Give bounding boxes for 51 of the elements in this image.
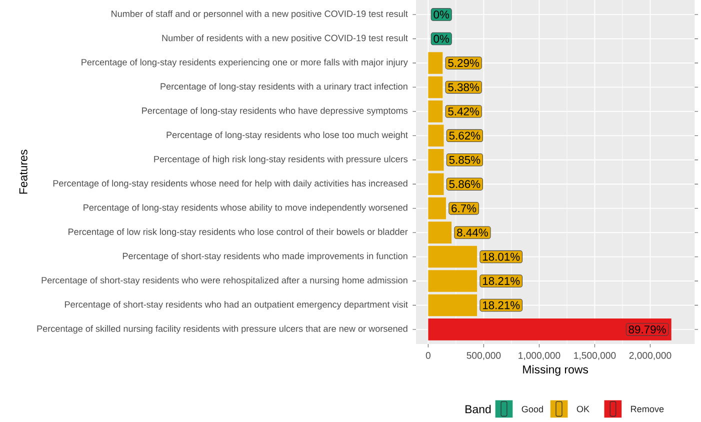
bar <box>428 124 444 147</box>
y-tick-label: Percentage of long-stay residents who have depressive symptoms <box>142 107 408 116</box>
annotation: 18.21% <box>482 301 520 310</box>
bar <box>428 52 443 74</box>
x-tick-label: 1,000,000 <box>518 352 560 360</box>
annotation: 0% <box>434 10 450 18</box>
legend-label: OK <box>576 406 590 412</box>
y-tick-label: Percentage of short-stay residents who were rehospitalized after a nursing home admission <box>42 276 408 286</box>
annotation: 5.85% <box>449 156 480 164</box>
bar <box>428 100 443 122</box>
annotation: 5.62% <box>449 132 480 140</box>
bar <box>428 246 478 268</box>
legend-label: Remove <box>631 406 664 412</box>
y-tick-label: Percentage of skilled nursing facility residents with pressure ulcers that are new or worsened <box>37 325 408 334</box>
y-tick-label: Percentage of long-stay residents experiencing one or more falls with major injury <box>82 58 408 68</box>
bar <box>428 318 672 340</box>
bar <box>428 76 443 98</box>
annotation: 18.21% <box>482 277 520 285</box>
annotation: 0% <box>434 34 450 43</box>
bar <box>428 294 478 316</box>
annotation: 8.44% <box>457 228 488 237</box>
annotation: 5.42% <box>448 107 480 116</box>
bar <box>428 148 444 171</box>
annotation: 6.7% <box>452 204 476 212</box>
annotation: 5.86% <box>449 180 480 188</box>
y-tick-label: Percentage of long-stay residents who lose too much weight <box>166 131 408 140</box>
annotation: 5.29% <box>448 59 480 67</box>
x-axis-title: Missing rows <box>523 365 588 376</box>
y-tick-label: Percentage of long-stay residents whose need for help with daily activities has increased <box>53 180 408 188</box>
y-tick-label: Percentage of high risk long-stay residents with pressure ulcers <box>154 156 408 164</box>
y-tick-label: Percentage of short-stay residents who had an outpatient emergency department visit <box>64 301 408 310</box>
legend-label: Good <box>522 406 543 412</box>
y-tick-label: Number of staff and or personnel with a new positive COVID-19 test result <box>112 10 408 19</box>
bar <box>428 173 444 196</box>
y-tick-label: Percentage of long-stay residents whose ability to move independently worsened <box>84 204 408 213</box>
annotation: 5.38% <box>448 83 480 92</box>
x-tick-label: 0 <box>426 352 430 359</box>
y-tick-label: Percentage of low risk long-stay residents who lose control of their bowels or bladder <box>68 228 408 237</box>
y-tick-label: Number of residents with a new positive COVID-19 test result <box>162 34 408 43</box>
x-tick-label: 1,500,000 <box>574 352 616 360</box>
bar <box>428 197 446 220</box>
y-tick-label: Percentage of short-stay residents who made improvements in function <box>122 252 408 262</box>
bar <box>428 222 452 244</box>
bar <box>428 270 478 292</box>
annotation: 18.01% <box>482 252 520 261</box>
y-tick-label: Percentage of long-stay residents with a urinary tract infection <box>160 82 408 92</box>
x-tick-label: 500,000 <box>466 352 501 360</box>
x-tick-label: 2,000,000 <box>629 352 672 360</box>
y-axis-title: Features <box>19 150 28 194</box>
annotation: 89.79% <box>628 325 666 334</box>
legend-title: Band <box>466 404 491 414</box>
